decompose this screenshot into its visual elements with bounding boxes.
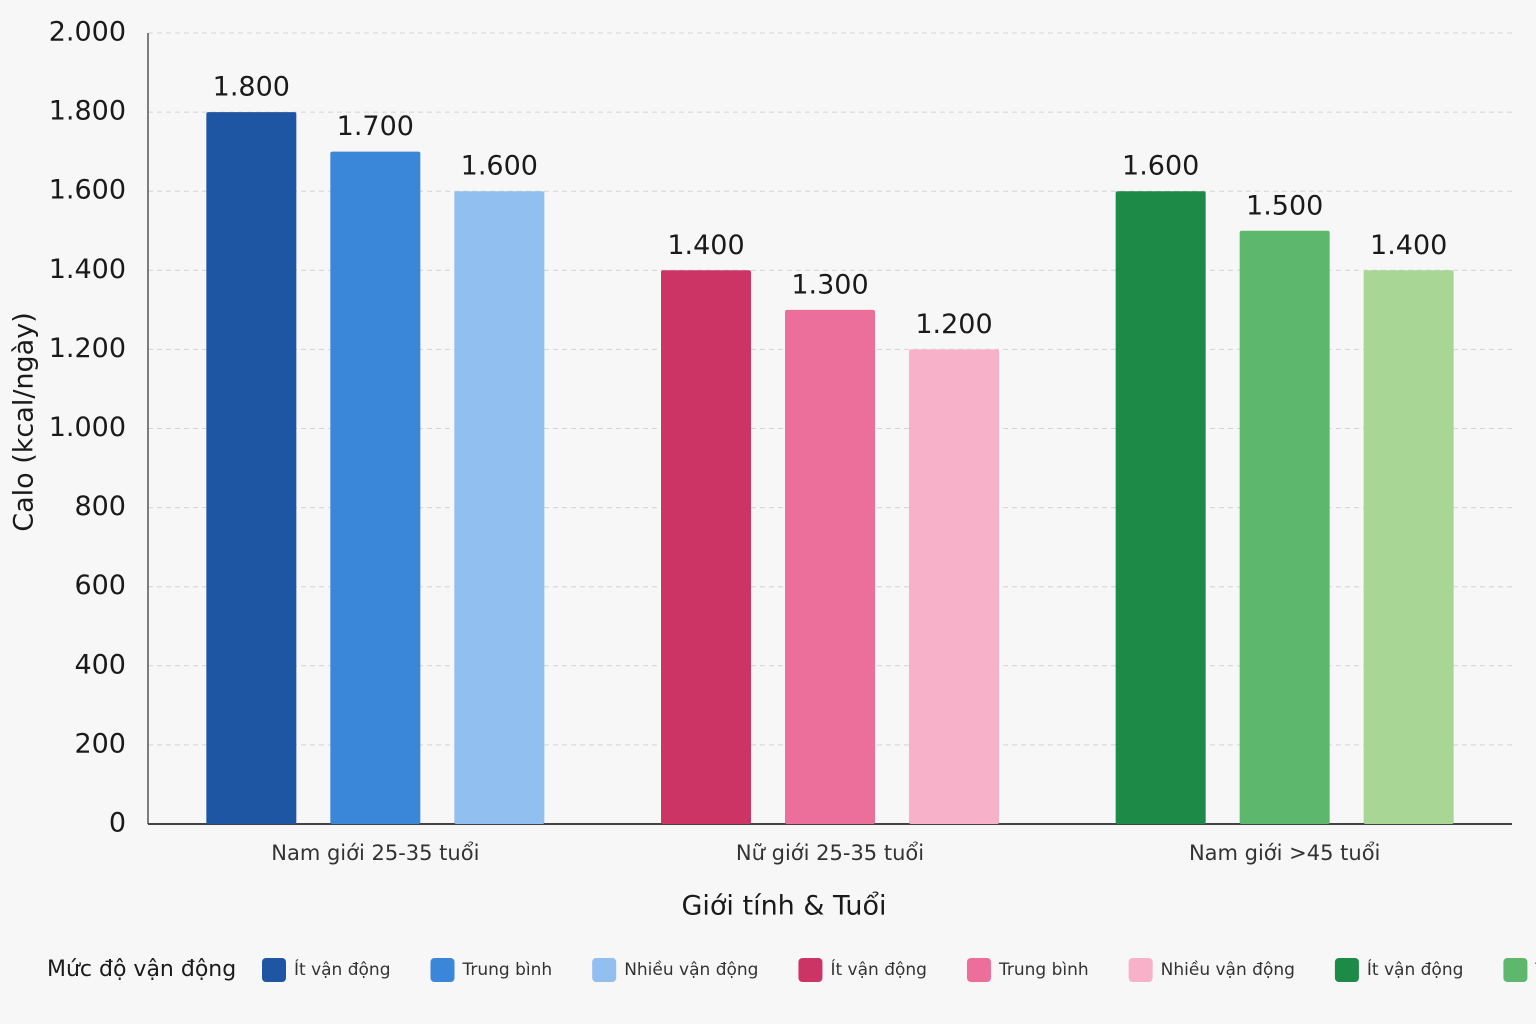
value-label: 1.500 <box>1246 190 1323 221</box>
value-label: 1.200 <box>915 309 992 340</box>
y-tick-label: 800 <box>74 491 126 522</box>
legend-label: Ít vận động <box>294 958 391 980</box>
bar <box>330 151 421 824</box>
value-label: 1.400 <box>1370 230 1447 261</box>
legend-label: Trung bình <box>998 960 1089 980</box>
y-tick-label: 1.200 <box>49 333 126 364</box>
y-tick-label: 600 <box>74 570 126 601</box>
x-tick-label: Nam giới >45 tuổi <box>1189 841 1380 865</box>
bar <box>661 270 751 824</box>
x-tick-label: Nữ giới 25-35 tuổi <box>736 841 924 865</box>
legend-label: Trung bình <box>1534 960 1536 980</box>
legend-swatch <box>1128 958 1153 982</box>
legend-swatch <box>430 958 455 982</box>
bar <box>1363 270 1454 824</box>
legend-swatch <box>262 958 286 982</box>
legend-swatch <box>1334 958 1359 982</box>
y-tick-label: 0 <box>109 808 126 839</box>
legend-label: Nhiều vận động <box>624 959 758 980</box>
y-tick-label: 1.600 <box>49 175 126 206</box>
legend-label: Trung bình <box>462 960 553 980</box>
y-axis-title: Calo (kcal/ngày) <box>9 312 40 531</box>
legend-swatch <box>1503 958 1528 982</box>
bar <box>454 191 545 824</box>
bar <box>206 112 297 825</box>
legend-swatch <box>798 958 823 982</box>
legend-label: Ít vận động <box>1367 958 1464 980</box>
bar <box>785 309 875 825</box>
value-label: 1.600 <box>1122 151 1199 182</box>
legend-label: Nhiều vận động <box>1161 959 1295 980</box>
value-label: 1.400 <box>667 230 744 261</box>
bar <box>1239 230 1330 824</box>
y-tick-label: 1.000 <box>49 412 126 443</box>
bar <box>909 349 999 824</box>
y-tick-label: 400 <box>74 649 126 680</box>
legend-title: Mức độ vận động <box>47 957 236 982</box>
legend-swatch <box>966 958 991 982</box>
bar <box>1115 191 1206 824</box>
value-label: 1.800 <box>213 72 290 103</box>
legend-label: Ít vận động <box>830 958 927 980</box>
value-label: 1.300 <box>791 269 868 300</box>
x-axis-title: Giới tính & Tuổi <box>681 891 886 922</box>
y-tick-label: 2.000 <box>49 17 126 48</box>
x-tick-label: Nam giới 25-35 tuổi <box>271 841 479 865</box>
y-tick-label: 1.400 <box>49 254 126 285</box>
legend-swatch <box>592 958 617 982</box>
y-tick-label: 200 <box>74 728 126 759</box>
value-label: 1.700 <box>337 111 414 142</box>
y-tick-label: 1.800 <box>49 96 126 127</box>
value-label: 1.600 <box>461 151 538 182</box>
